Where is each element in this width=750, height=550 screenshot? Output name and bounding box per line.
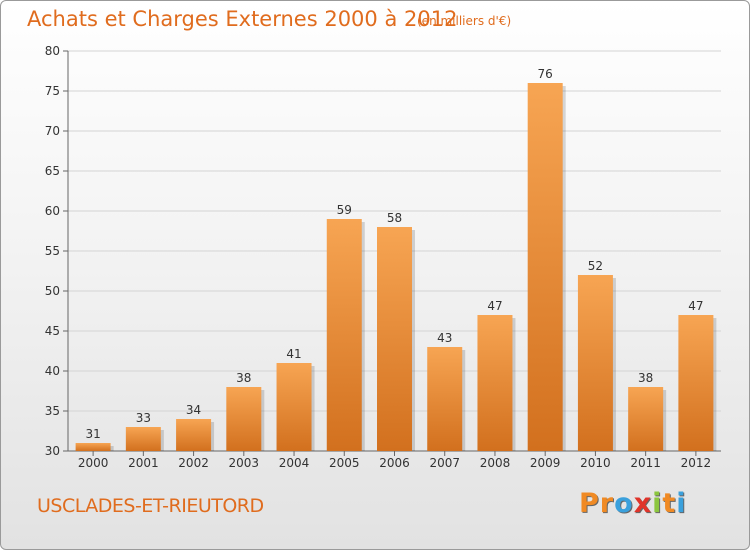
value-label-2000: 31 bbox=[85, 427, 100, 441]
bar-2006 bbox=[377, 227, 412, 451]
xtick-label-2006: 2006 bbox=[379, 456, 410, 470]
value-label-2003: 38 bbox=[236, 371, 251, 385]
logo-letter: i bbox=[676, 488, 687, 519]
value-label-2002: 34 bbox=[186, 403, 201, 417]
bar-2005 bbox=[326, 219, 362, 451]
xtick-label-2010: 2010 bbox=[580, 456, 611, 470]
xtick-label-2008: 2008 bbox=[480, 456, 511, 470]
ytick-label-30: 30 bbox=[45, 444, 60, 458]
bar-2012 bbox=[678, 315, 714, 451]
xtick-label-2012: 2012 bbox=[681, 456, 712, 470]
bar-2002 bbox=[176, 419, 212, 451]
xtick-label-2000: 2000 bbox=[78, 456, 109, 470]
bar-2000 bbox=[75, 443, 111, 451]
bar-2007 bbox=[427, 347, 463, 451]
bar-2004 bbox=[276, 363, 312, 451]
value-label-2010: 52 bbox=[588, 259, 603, 273]
bar-2008 bbox=[477, 315, 513, 451]
ytick-label-45: 45 bbox=[45, 324, 60, 338]
ytick-label-80: 80 bbox=[45, 44, 60, 58]
bar-2003 bbox=[226, 387, 262, 451]
value-label-2006: 58 bbox=[387, 211, 402, 225]
ytick-label-75: 75 bbox=[45, 84, 60, 98]
xtick-label-2005: 2005 bbox=[329, 456, 360, 470]
chart-unit-note: (en milliers d'€) bbox=[417, 14, 512, 28]
xtick-label-2003: 2003 bbox=[229, 456, 260, 470]
logo-letter: o bbox=[614, 488, 634, 519]
ytick-label-40: 40 bbox=[45, 364, 60, 378]
chart-title: Achats et Charges Externes 2000 à 2012 bbox=[27, 7, 458, 31]
ytick-label-70: 70 bbox=[45, 124, 60, 138]
bar-2010 bbox=[577, 275, 613, 451]
commune-name: USCLADES-ET-RIEUTORD bbox=[37, 495, 264, 517]
value-label-2008: 47 bbox=[487, 299, 502, 313]
logo-letter: P bbox=[579, 488, 600, 519]
value-label-2009: 76 bbox=[538, 67, 553, 81]
logo-letter: i bbox=[652, 488, 663, 519]
value-label-2012: 47 bbox=[688, 299, 703, 313]
xtick-label-2007: 2007 bbox=[429, 456, 460, 470]
ytick-label-35: 35 bbox=[45, 404, 60, 418]
xtick-label-2009: 2009 bbox=[530, 456, 561, 470]
xtick-label-2002: 2002 bbox=[178, 456, 209, 470]
logo-letter: x bbox=[633, 488, 653, 519]
ytick-label-65: 65 bbox=[45, 164, 60, 178]
bar-2001 bbox=[125, 427, 161, 451]
value-label-2005: 59 bbox=[337, 203, 352, 217]
value-label-2001: 33 bbox=[136, 411, 151, 425]
logo-letter: r bbox=[599, 488, 615, 519]
ytick-label-60: 60 bbox=[45, 204, 60, 218]
proxiti-logo: Proxiti bbox=[579, 488, 687, 519]
value-label-2004: 41 bbox=[286, 347, 301, 361]
ytick-label-55: 55 bbox=[45, 244, 60, 258]
xtick-label-2004: 2004 bbox=[279, 456, 310, 470]
xtick-label-2001: 2001 bbox=[128, 456, 159, 470]
logo-letter: t bbox=[662, 488, 677, 519]
ytick-label-50: 50 bbox=[45, 284, 60, 298]
bar-2011 bbox=[628, 387, 664, 451]
xtick-label-2011: 2011 bbox=[630, 456, 661, 470]
value-label-2007: 43 bbox=[437, 331, 452, 345]
bar-2009 bbox=[527, 83, 563, 451]
value-label-2011: 38 bbox=[638, 371, 653, 385]
